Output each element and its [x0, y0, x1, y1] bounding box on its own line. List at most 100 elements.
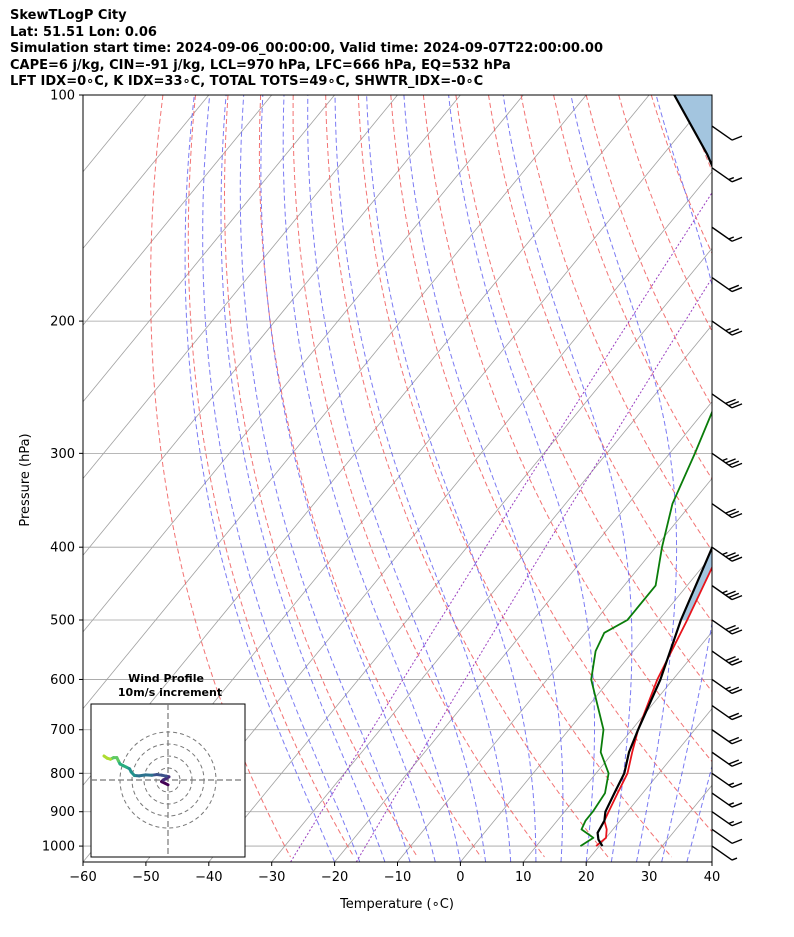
wind-barb: [711, 828, 743, 845]
dry-adiabat: [187, 95, 355, 858]
y-tick-label: 300: [50, 447, 75, 462]
barb-flag: [731, 782, 743, 788]
wind-barb: [711, 751, 743, 767]
barb-flag: [731, 714, 743, 721]
barb-flag: [728, 658, 740, 664]
wind-barb: [711, 585, 743, 601]
isotherm-line: [83, 95, 84, 96]
isotherm-line: [83, 95, 524, 633]
barb-staff: [711, 619, 733, 635]
cape-area: [674, 95, 712, 620]
moist-adiabat: [502, 95, 633, 862]
y-tick-label: 1000: [42, 840, 75, 855]
wind-barb: [711, 276, 743, 293]
moist-adiabat: [686, 764, 712, 862]
barb-half-flag: [722, 590, 728, 594]
moist-adiabat: [334, 95, 512, 862]
barb-staff: [711, 125, 733, 141]
moist-adiabat: [260, 95, 436, 862]
barb-staff: [711, 393, 733, 409]
dry-adiabat: [488, 95, 712, 623]
barb-flag: [731, 802, 743, 808]
barb-staff: [711, 845, 733, 861]
mixing-ratio-line: [290, 191, 712, 862]
barb-staff: [711, 585, 733, 601]
wind-barb: [711, 811, 743, 827]
dry-adiabat: [224, 95, 418, 858]
moist-adiabat: [239, 95, 411, 862]
isotherm-line: [83, 95, 461, 556]
barb-half-flag: [728, 236, 735, 240]
barb-flag: [728, 736, 740, 743]
barb-staff: [711, 704, 733, 721]
barb-flag: [728, 328, 740, 334]
barb-flag: [731, 761, 743, 767]
x-tick-label: −20: [321, 870, 348, 885]
barb-half-flag: [725, 327, 731, 332]
wind-barb: [711, 320, 743, 336]
barb-flag: [731, 594, 743, 601]
barb-flag: [731, 556, 743, 562]
barb-staff: [711, 226, 733, 242]
wind-barb: [711, 167, 743, 183]
moist-adiabat: [202, 95, 361, 862]
y-tick-label: 700: [50, 723, 75, 738]
x-axis-ticks: −60 −50 −40 −30 −20 −10 0 10 20 30 40: [69, 862, 720, 885]
isotherm-line: [83, 95, 587, 710]
dry-adiabat: [683, 95, 712, 173]
x-tick-label: 20: [578, 870, 595, 885]
y-tick-label: 100: [50, 89, 75, 104]
barb-flag: [725, 624, 736, 631]
dry-adiabat: [650, 95, 712, 255]
mixing-ratio-line: [355, 277, 712, 862]
y-tick-label: 800: [50, 767, 75, 782]
y-axis-label: Pressure (hPa): [18, 433, 33, 526]
isotherm-line: [460, 554, 712, 862]
barb-flag: [731, 821, 743, 827]
barb-half-flag: [728, 782, 735, 786]
barb-flag: [728, 400, 740, 407]
barb-half-flag: [722, 551, 728, 556]
wind-barb: [711, 452, 743, 469]
moist-adiabat: [448, 95, 595, 862]
barb-staff: [711, 729, 733, 745]
barb-flag: [725, 458, 736, 464]
barb-flag: [725, 590, 736, 596]
dewpoint-line: [579, 409, 712, 847]
barb-half-flag: [728, 820, 735, 825]
isotherm-line: [334, 401, 712, 862]
barb-flag: [728, 460, 740, 466]
barb-flag: [728, 627, 740, 633]
isotherm-line: [145, 171, 712, 862]
moist-adiabat: [282, 95, 461, 862]
wind-barb: [711, 792, 743, 808]
barb-staff: [711, 546, 733, 562]
station-title: SkewTLogP City: [10, 8, 127, 23]
isotherm-line: [775, 95, 794, 862]
barb-staff: [711, 751, 733, 767]
dry-adiabat: [292, 95, 545, 858]
barb-half-flag: [722, 457, 728, 462]
dry-adiabat: [716, 95, 794, 857]
isotherm-line: [397, 477, 712, 862]
parcel-line: [596, 95, 712, 847]
x-tick-label: 30: [641, 870, 658, 885]
simulation-time: Simulation start time: 2024-09-06_00:00:…: [10, 41, 603, 56]
dry-adiabat: [749, 95, 794, 857]
wind-barb: [711, 704, 743, 721]
barb-flag: [725, 655, 736, 662]
barb-flag: [731, 286, 743, 293]
barb-flag: [725, 508, 736, 514]
data-series: [579, 95, 712, 847]
barb-half-flag: [731, 857, 738, 861]
barb-staff: [711, 792, 733, 808]
dry-adiabat: [455, 95, 712, 693]
dry-adiabat: [553, 95, 712, 480]
isotherm-line: [711, 861, 712, 862]
hodograph-segment: [102, 754, 109, 760]
wind-barb: [711, 772, 743, 788]
moist-adiabat: [307, 95, 487, 862]
wind-barb: [711, 845, 738, 861]
hodograph-plot: [91, 704, 245, 857]
barb-flag: [728, 284, 740, 290]
